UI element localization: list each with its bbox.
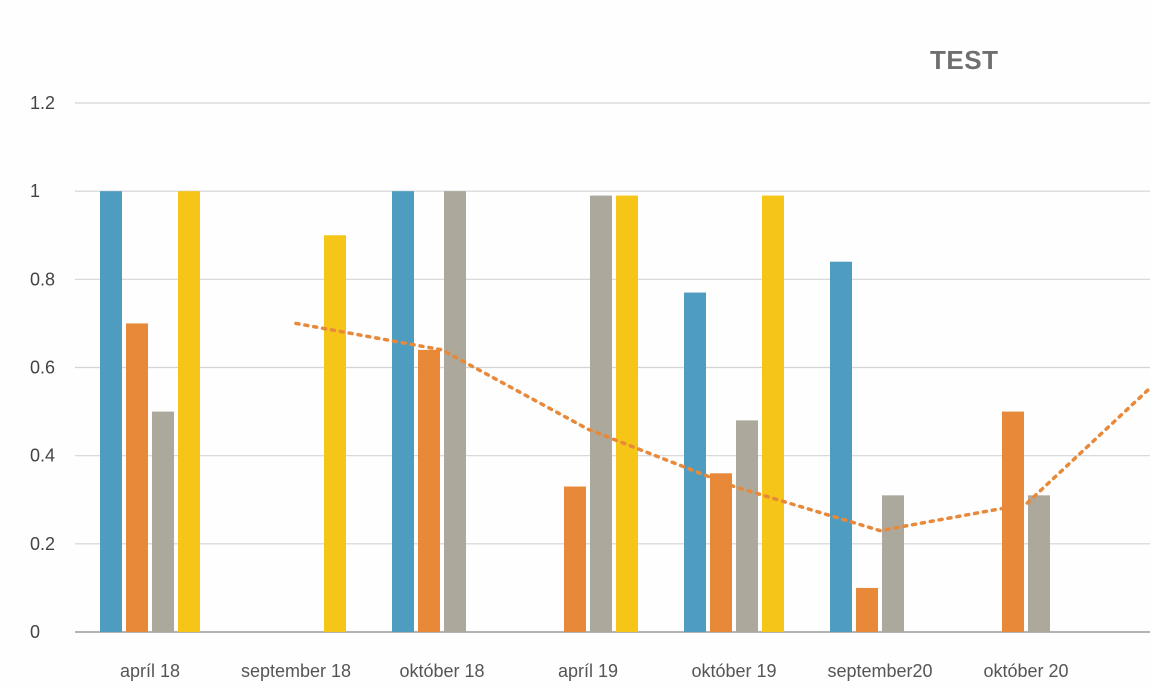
trendline <box>294 321 1150 533</box>
bar <box>856 587 878 632</box>
x-tick-label: október 20 <box>983 661 1068 681</box>
bar <box>126 323 148 632</box>
y-tick-label: 0.6 <box>30 358 55 378</box>
bar <box>444 191 466 632</box>
bar <box>684 292 706 632</box>
bar <box>564 486 586 632</box>
bar <box>1002 411 1024 632</box>
y-tick-label: 0.4 <box>30 446 55 466</box>
x-tick-label: september20 <box>827 661 932 681</box>
x-tick-label: apríl 19 <box>558 661 618 681</box>
bar <box>736 420 758 632</box>
x-tick-label: september 18 <box>241 661 351 681</box>
x-tick-label: apríl 18 <box>120 661 180 681</box>
bar <box>762 195 784 632</box>
bar <box>152 411 174 632</box>
x-tick-label: október 18 <box>399 661 484 681</box>
bar <box>590 195 612 632</box>
x-tick-label: október 19 <box>691 661 776 681</box>
bar <box>418 349 440 632</box>
bar <box>324 235 346 632</box>
bar <box>392 191 414 632</box>
bar <box>178 191 200 632</box>
y-tick-label: 0 <box>30 622 40 642</box>
bar <box>1028 495 1050 632</box>
y-tick-label: 0.8 <box>30 269 55 289</box>
bar <box>882 495 904 632</box>
bar <box>100 191 122 632</box>
y-tick-label: 0.2 <box>30 534 55 554</box>
chart-title: TEST <box>930 45 999 75</box>
bar <box>616 195 638 632</box>
bar <box>710 473 732 632</box>
y-tick-label: 1 <box>30 181 40 201</box>
y-tick-label: 1.2 <box>30 93 55 113</box>
bar <box>830 261 852 632</box>
